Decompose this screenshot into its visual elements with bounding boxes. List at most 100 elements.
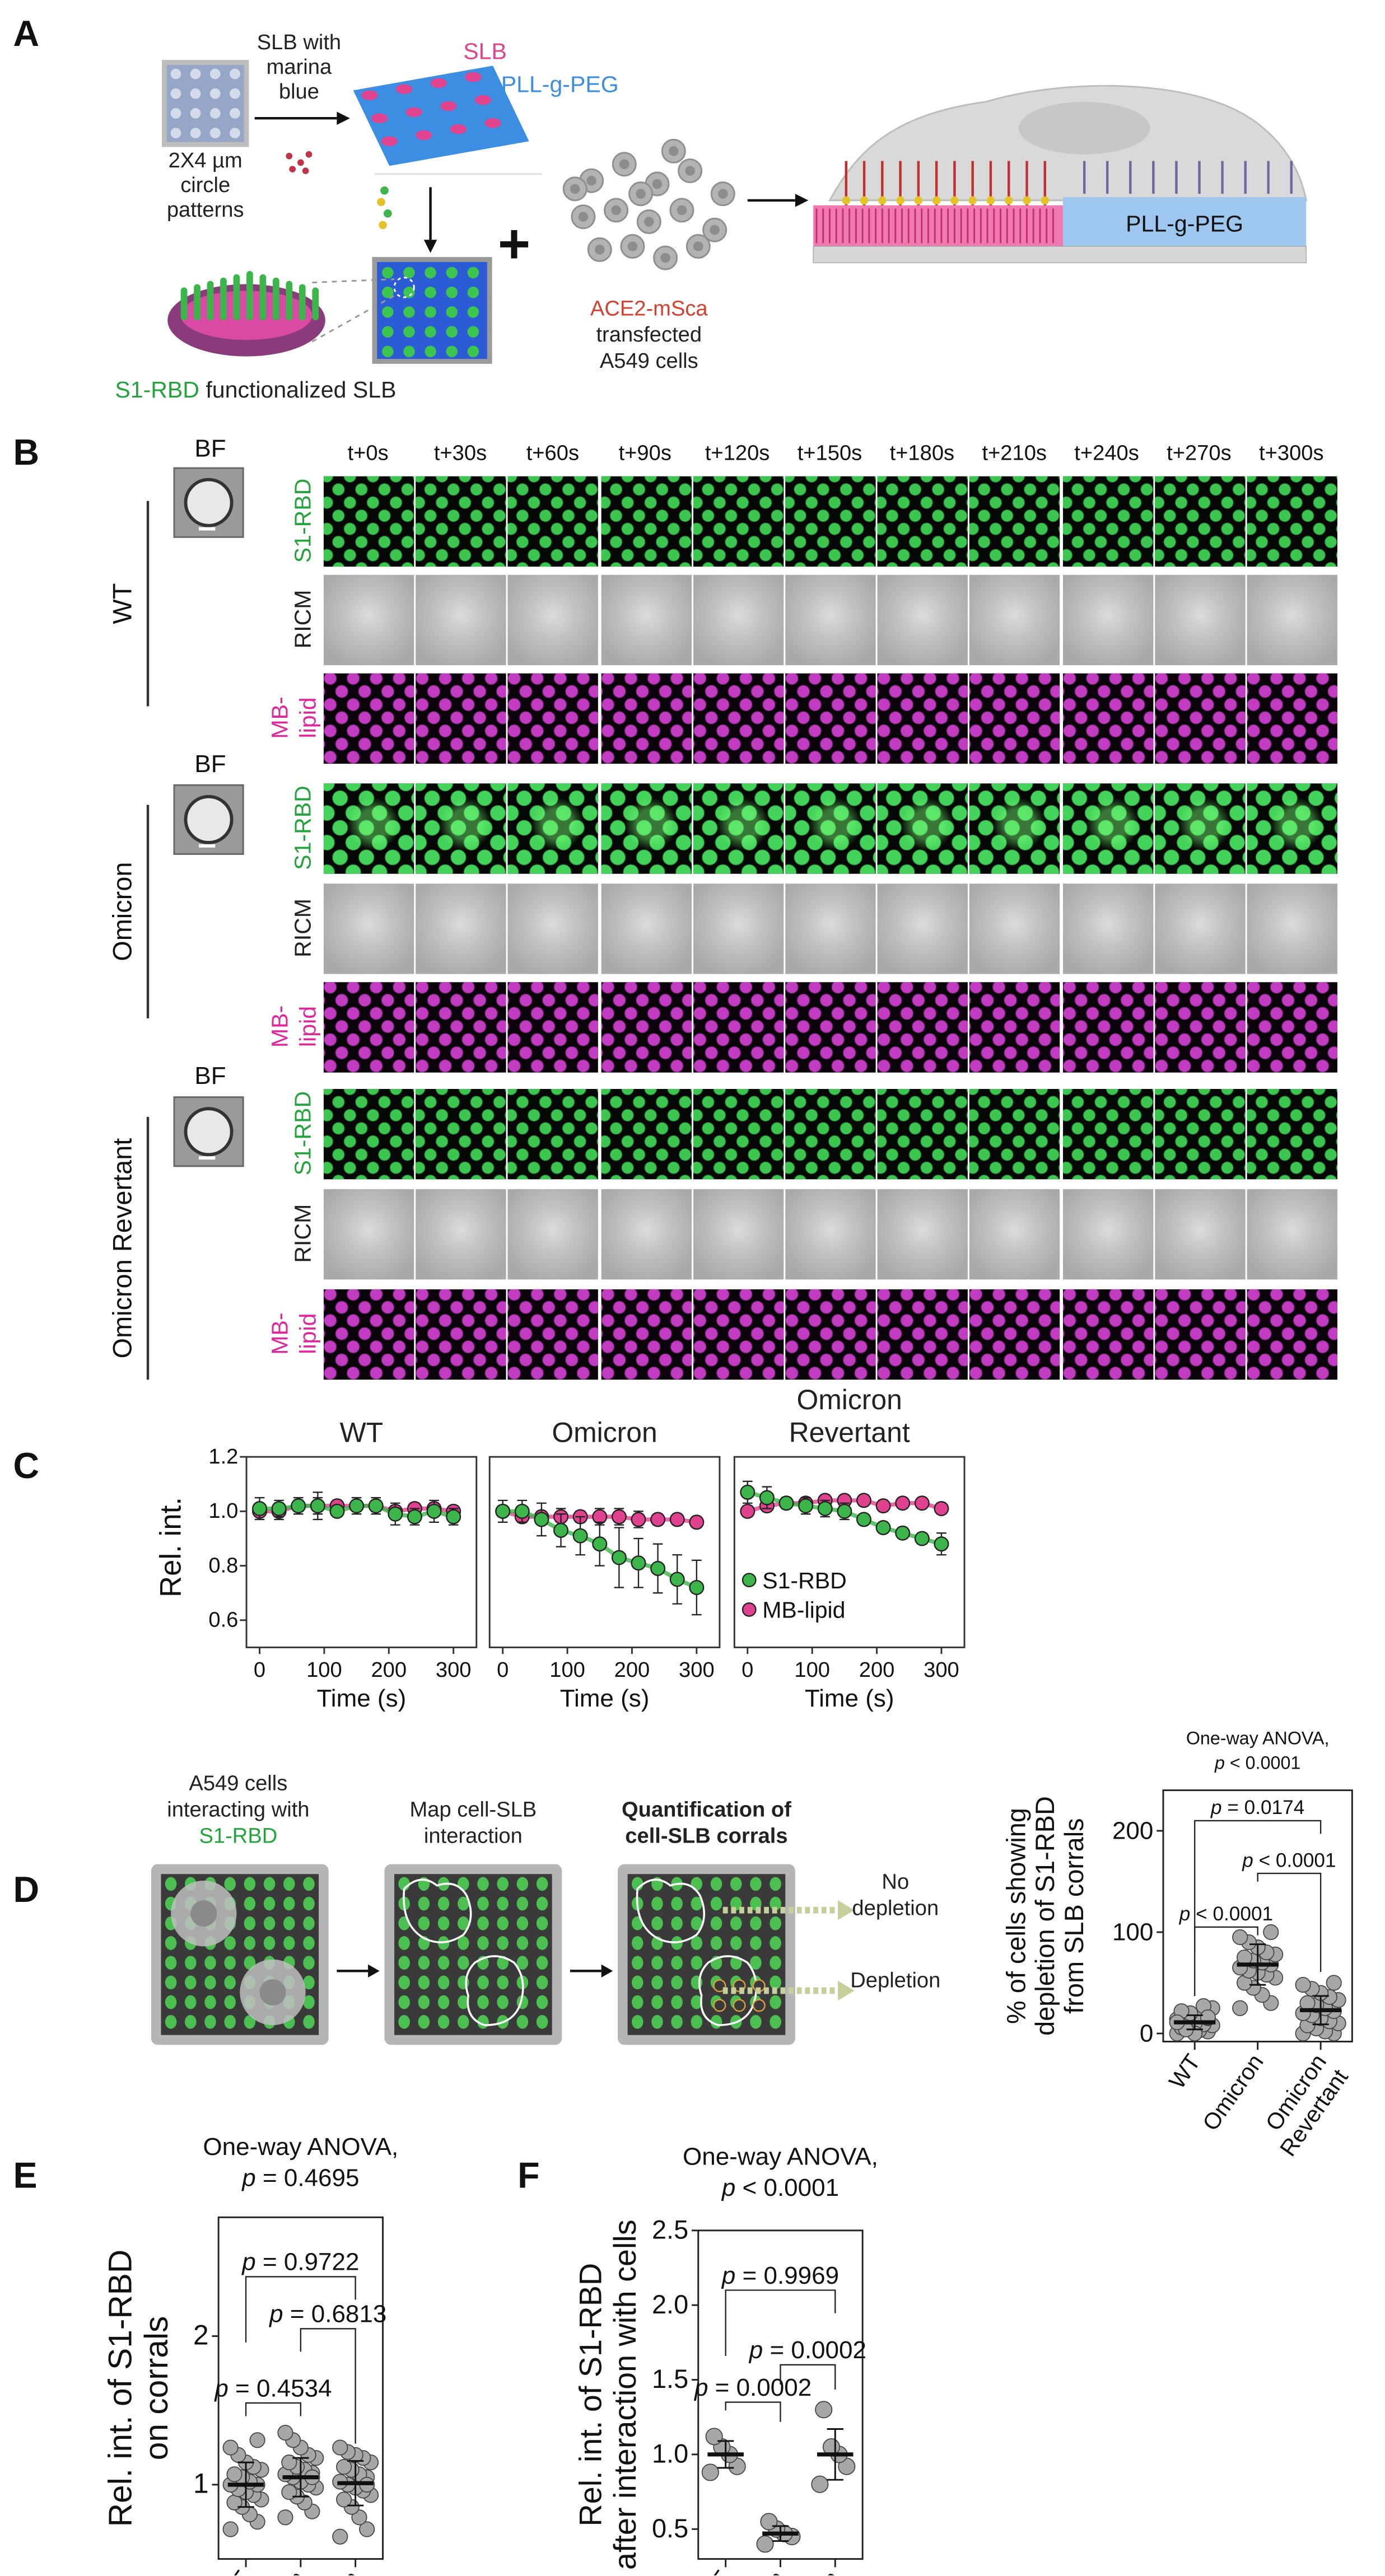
corral-dot bbox=[244, 1916, 256, 1930]
corral-dot bbox=[458, 1995, 469, 2009]
corral-dot bbox=[477, 1896, 489, 1911]
micrograph-tile bbox=[600, 883, 691, 974]
x-axis-label: Time (s) bbox=[317, 1685, 407, 1712]
data-point-S1-RBD bbox=[934, 1536, 949, 1552]
comparison-bracket bbox=[245, 2276, 356, 2343]
s1-rbd-bound bbox=[914, 196, 923, 205]
p-value-label: p = 0.4695 bbox=[241, 2164, 359, 2192]
slb-dot bbox=[474, 95, 492, 105]
s1-rbd-molecule-icon bbox=[377, 186, 392, 230]
data-point bbox=[1326, 1975, 1342, 1991]
a549-cells-illustration bbox=[562, 138, 735, 270]
pattern-dot bbox=[170, 128, 181, 139]
legend-label: MB-lipid bbox=[762, 1597, 845, 1623]
data-point-S1-RBD bbox=[856, 1512, 871, 1527]
data-point bbox=[815, 2401, 833, 2419]
channel-label: RICM bbox=[290, 590, 315, 648]
corral-dot bbox=[398, 2014, 410, 2029]
slb-dot bbox=[416, 130, 432, 141]
pll-peg-region-label: PLL-g-PEG bbox=[1126, 211, 1243, 237]
zoom-circle bbox=[393, 277, 415, 298]
slb-dot bbox=[450, 124, 467, 134]
micrograph-tile bbox=[693, 1088, 784, 1180]
x-axis-label: Time (s) bbox=[560, 1685, 650, 1712]
corral-dot bbox=[497, 1975, 509, 1990]
data-point-MB-lipid bbox=[856, 1493, 871, 1508]
channel-label: lipid bbox=[295, 1313, 320, 1354]
y-tick-label: 2 bbox=[193, 2319, 209, 2350]
pattern-dot bbox=[209, 68, 221, 80]
cell-nucleus bbox=[611, 205, 621, 216]
x-tick-label: 100 bbox=[794, 1658, 830, 1682]
micrograph-tile bbox=[600, 1088, 691, 1180]
p-value-label: p = 0.6813 bbox=[268, 2301, 386, 2328]
panel-label-e: E bbox=[13, 2156, 37, 2196]
micrograph-tile bbox=[878, 1088, 968, 1180]
corral-dot bbox=[283, 1896, 295, 1911]
corral-dot bbox=[497, 1877, 509, 1891]
micrograph-tile bbox=[508, 883, 599, 974]
step1-text: interacting with bbox=[167, 1798, 309, 1822]
micrograph-tile bbox=[1154, 1189, 1246, 1280]
comparison-bracket bbox=[1257, 1872, 1322, 1972]
data-point-S1-RBD bbox=[368, 1498, 384, 1514]
step3-text: cell-SLB corrals bbox=[625, 1824, 787, 1848]
cell-nucleus bbox=[660, 253, 670, 263]
micrograph-tile bbox=[785, 1088, 876, 1180]
s1-rbd-pillar bbox=[272, 277, 279, 321]
timepoint-header: t+120s bbox=[705, 441, 770, 465]
micrograph-tile bbox=[416, 783, 507, 874]
s1-rbd-dot bbox=[382, 267, 394, 279]
s1-rbd-dot bbox=[446, 326, 458, 338]
y-tick-label: 0.8 bbox=[208, 1553, 238, 1577]
data-point-S1-RBD bbox=[759, 1490, 775, 1506]
micrograph-tile bbox=[969, 982, 1061, 1073]
channel-label: lipid bbox=[295, 697, 320, 738]
p-value-label: p = 0.0002 bbox=[748, 2336, 866, 2364]
pattern-dot bbox=[209, 128, 221, 139]
channel-label: S1-RBD bbox=[290, 786, 315, 870]
y-axis-label: % of cells showing bbox=[1002, 1808, 1031, 2024]
data-point-S1-RBD bbox=[669, 1572, 685, 1587]
corral-dot bbox=[516, 1877, 529, 1891]
y-axis-label: after interaction with cells bbox=[608, 2219, 642, 2570]
cell-nucleus bbox=[627, 241, 638, 251]
micrograph-tile bbox=[1062, 1189, 1153, 1280]
panel-b-labels: t+0s t+30s t+60s t+90s t+120s t+150s t+180s t+2… bbox=[108, 435, 1324, 1380]
data-point bbox=[705, 2428, 723, 2446]
corral-dot bbox=[631, 2014, 643, 2029]
corral-dot bbox=[244, 1896, 256, 1911]
data-point bbox=[277, 2424, 293, 2441]
x-tick-label: 200 bbox=[371, 1658, 407, 1682]
corral-dot bbox=[458, 1936, 469, 1950]
legend-marker bbox=[742, 1573, 757, 1588]
corral-dot bbox=[710, 1936, 722, 1950]
micrograph-tile bbox=[416, 476, 507, 567]
micrograph-tile bbox=[416, 1088, 507, 1180]
corral-dot bbox=[477, 1916, 489, 1930]
corral-dot bbox=[204, 2014, 216, 2029]
micrograph-tile bbox=[508, 673, 599, 764]
step1-text: S1-RBD bbox=[199, 1824, 277, 1848]
corral-dot bbox=[631, 1995, 643, 2009]
micrograph-tile bbox=[416, 982, 507, 1073]
micrograph-tile bbox=[1154, 883, 1246, 974]
corral-dot bbox=[770, 2014, 781, 2029]
corral-dot bbox=[750, 1956, 762, 1970]
corral-dot bbox=[750, 2014, 762, 2029]
s1-rbd-dot bbox=[467, 306, 479, 318]
channel-label: MB- bbox=[267, 696, 292, 738]
data-point bbox=[760, 2513, 778, 2531]
corral-dot bbox=[497, 1995, 509, 2009]
corral-dot bbox=[283, 1877, 295, 1891]
category-label: Omicron bbox=[291, 2566, 366, 2575]
corral-dot bbox=[671, 1896, 683, 1911]
data-point-S1-RBD bbox=[740, 1484, 756, 1500]
channel-label: lipid bbox=[295, 1006, 320, 1047]
micrograph-tile bbox=[508, 574, 599, 666]
s1-rbd-dot bbox=[382, 306, 394, 318]
arrowhead-icon bbox=[795, 194, 809, 207]
plot-frame bbox=[245, 1456, 478, 1648]
corral-dot bbox=[710, 1896, 722, 1911]
